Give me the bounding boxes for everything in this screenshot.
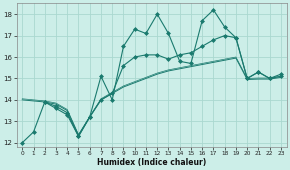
X-axis label: Humidex (Indice chaleur): Humidex (Indice chaleur) (97, 158, 206, 167)
